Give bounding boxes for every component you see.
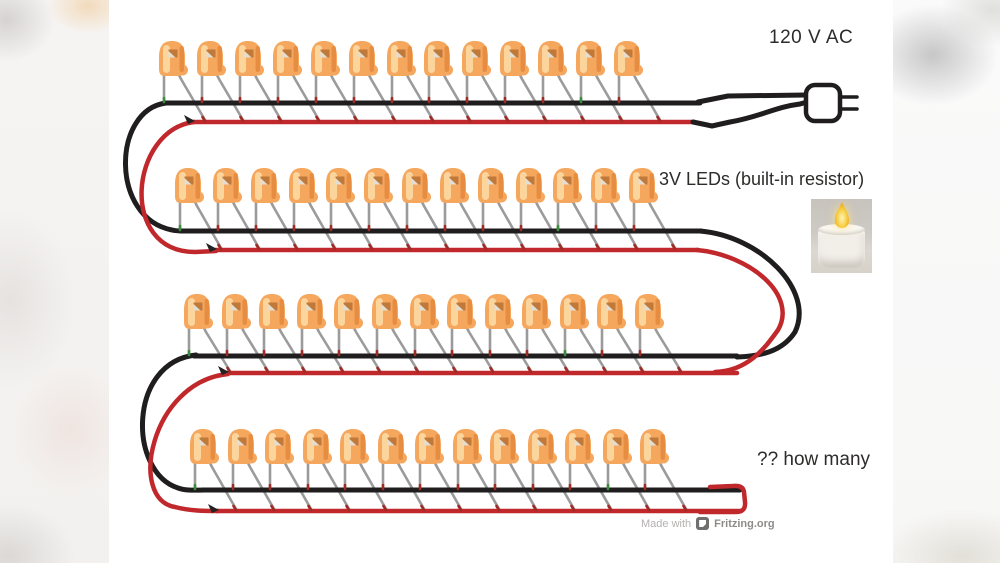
led [387,41,416,76]
led [340,429,369,464]
led [378,429,407,464]
led [597,294,626,329]
led [175,168,204,203]
led [553,168,582,203]
led [303,429,332,464]
led [297,294,326,329]
led-type-label: 3V LEDs (built-in resistor) [659,169,865,189]
watermark-brand: Fritzing.org [714,517,775,530]
led [640,429,669,464]
question-label: ?? how many [757,449,871,470]
led [251,168,280,203]
led [560,294,589,329]
led [415,429,444,464]
led [447,294,476,329]
watermark-text: Made with [641,517,692,530]
led [410,294,439,329]
led [311,41,340,76]
led [516,168,545,203]
voltage-label: 120 V AC [769,27,854,48]
led [364,168,393,203]
led [500,41,529,76]
led [565,429,594,464]
led [522,294,551,329]
led [635,294,664,329]
led [265,429,294,464]
led [184,294,213,329]
led [478,168,507,203]
led [402,168,431,203]
left-blur-bar [0,0,109,563]
led [222,294,251,329]
led [614,41,643,76]
led [197,41,226,76]
candle-rim [818,224,865,235]
led [591,168,620,203]
led [228,429,257,464]
led [490,429,519,464]
led [273,41,302,76]
led [629,168,658,203]
led [603,429,632,464]
led [213,168,242,203]
led [485,294,514,329]
led [528,429,557,464]
led [235,41,264,76]
led [576,41,605,76]
led [424,41,453,76]
right-blur-bar [893,0,1000,563]
watermark: Made with Fritzing.org [641,517,775,530]
led [349,41,378,76]
tealight-candle-photo [811,199,872,273]
fritzing-logo-icon [696,517,710,530]
led [326,168,355,203]
led [159,41,188,76]
candle-flame-icon [835,202,849,228]
led [440,168,469,203]
led [259,294,288,329]
led [462,41,491,76]
led [190,429,219,464]
led [372,294,401,329]
led [289,168,318,203]
led [334,294,363,329]
led [453,429,482,464]
led [538,41,567,76]
